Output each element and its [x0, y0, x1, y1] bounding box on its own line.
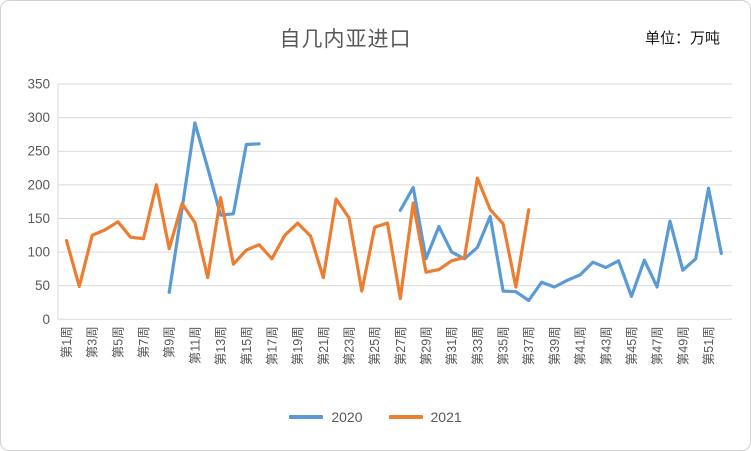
- x-axis-label: 第1周: [60, 326, 74, 358]
- x-axis-label: 第51周: [702, 326, 716, 365]
- legend: 2020 2021: [1, 409, 750, 425]
- x-axis-label: 第5周: [111, 326, 125, 358]
- x-axis-label: 第15周: [240, 326, 254, 365]
- x-axis-label: 第25周: [368, 326, 382, 365]
- x-axis-label: 第9周: [163, 326, 177, 358]
- y-axis-label: 0: [42, 312, 50, 327]
- x-axis-label: 第39周: [548, 326, 562, 365]
- legend-label: 2021: [430, 409, 462, 425]
- x-axis-label: 第27周: [394, 326, 408, 365]
- y-axis-label: 150: [27, 211, 50, 226]
- legend-item-2021: 2021: [388, 409, 462, 425]
- series-line-2020: [398, 185, 723, 303]
- series-line-2020: [167, 121, 261, 294]
- x-axis-label: 第7周: [137, 326, 151, 358]
- legend-item-2020: 2020: [289, 409, 363, 425]
- x-axis-label: 第3周: [86, 326, 100, 358]
- x-axis-label: 第11周: [188, 326, 202, 364]
- x-axis-label: 第17周: [265, 326, 279, 365]
- x-axis-label: 第19周: [291, 326, 305, 365]
- x-axis-label: 第21周: [317, 326, 331, 365]
- y-axis-label: 250: [27, 144, 50, 159]
- x-axis-label: 第23周: [342, 326, 356, 365]
- y-axis-label: 200: [27, 177, 50, 192]
- x-axis-label: 第29周: [420, 326, 434, 365]
- series-line-2021: [64, 176, 531, 301]
- x-axis-label: 第33周: [471, 326, 485, 365]
- legend-label: 2020: [331, 409, 363, 425]
- unit-label: 单位：万吨: [644, 30, 720, 47]
- x-axis-label: 第47周: [651, 326, 665, 365]
- y-axis-label: 50: [35, 278, 50, 293]
- x-axis-label: 第35周: [497, 326, 511, 365]
- legend-swatch-2020: [289, 415, 324, 419]
- y-axis-label: 300: [27, 110, 50, 125]
- x-axis-label: 第13周: [214, 326, 228, 365]
- x-axis-label: 第37周: [522, 326, 536, 365]
- chart-title: 自几内亚进口: [279, 28, 412, 51]
- legend-swatch-2021: [388, 415, 423, 419]
- x-axis-label: 第45周: [625, 326, 639, 365]
- x-axis-label: 第41周: [574, 326, 588, 365]
- x-axis-label: 第31周: [445, 326, 459, 365]
- x-axis-label: 第43周: [599, 326, 613, 365]
- y-axis-label: 100: [27, 245, 50, 260]
- y-axis-label: 350: [27, 77, 50, 92]
- x-axis-label: 第49周: [676, 326, 690, 365]
